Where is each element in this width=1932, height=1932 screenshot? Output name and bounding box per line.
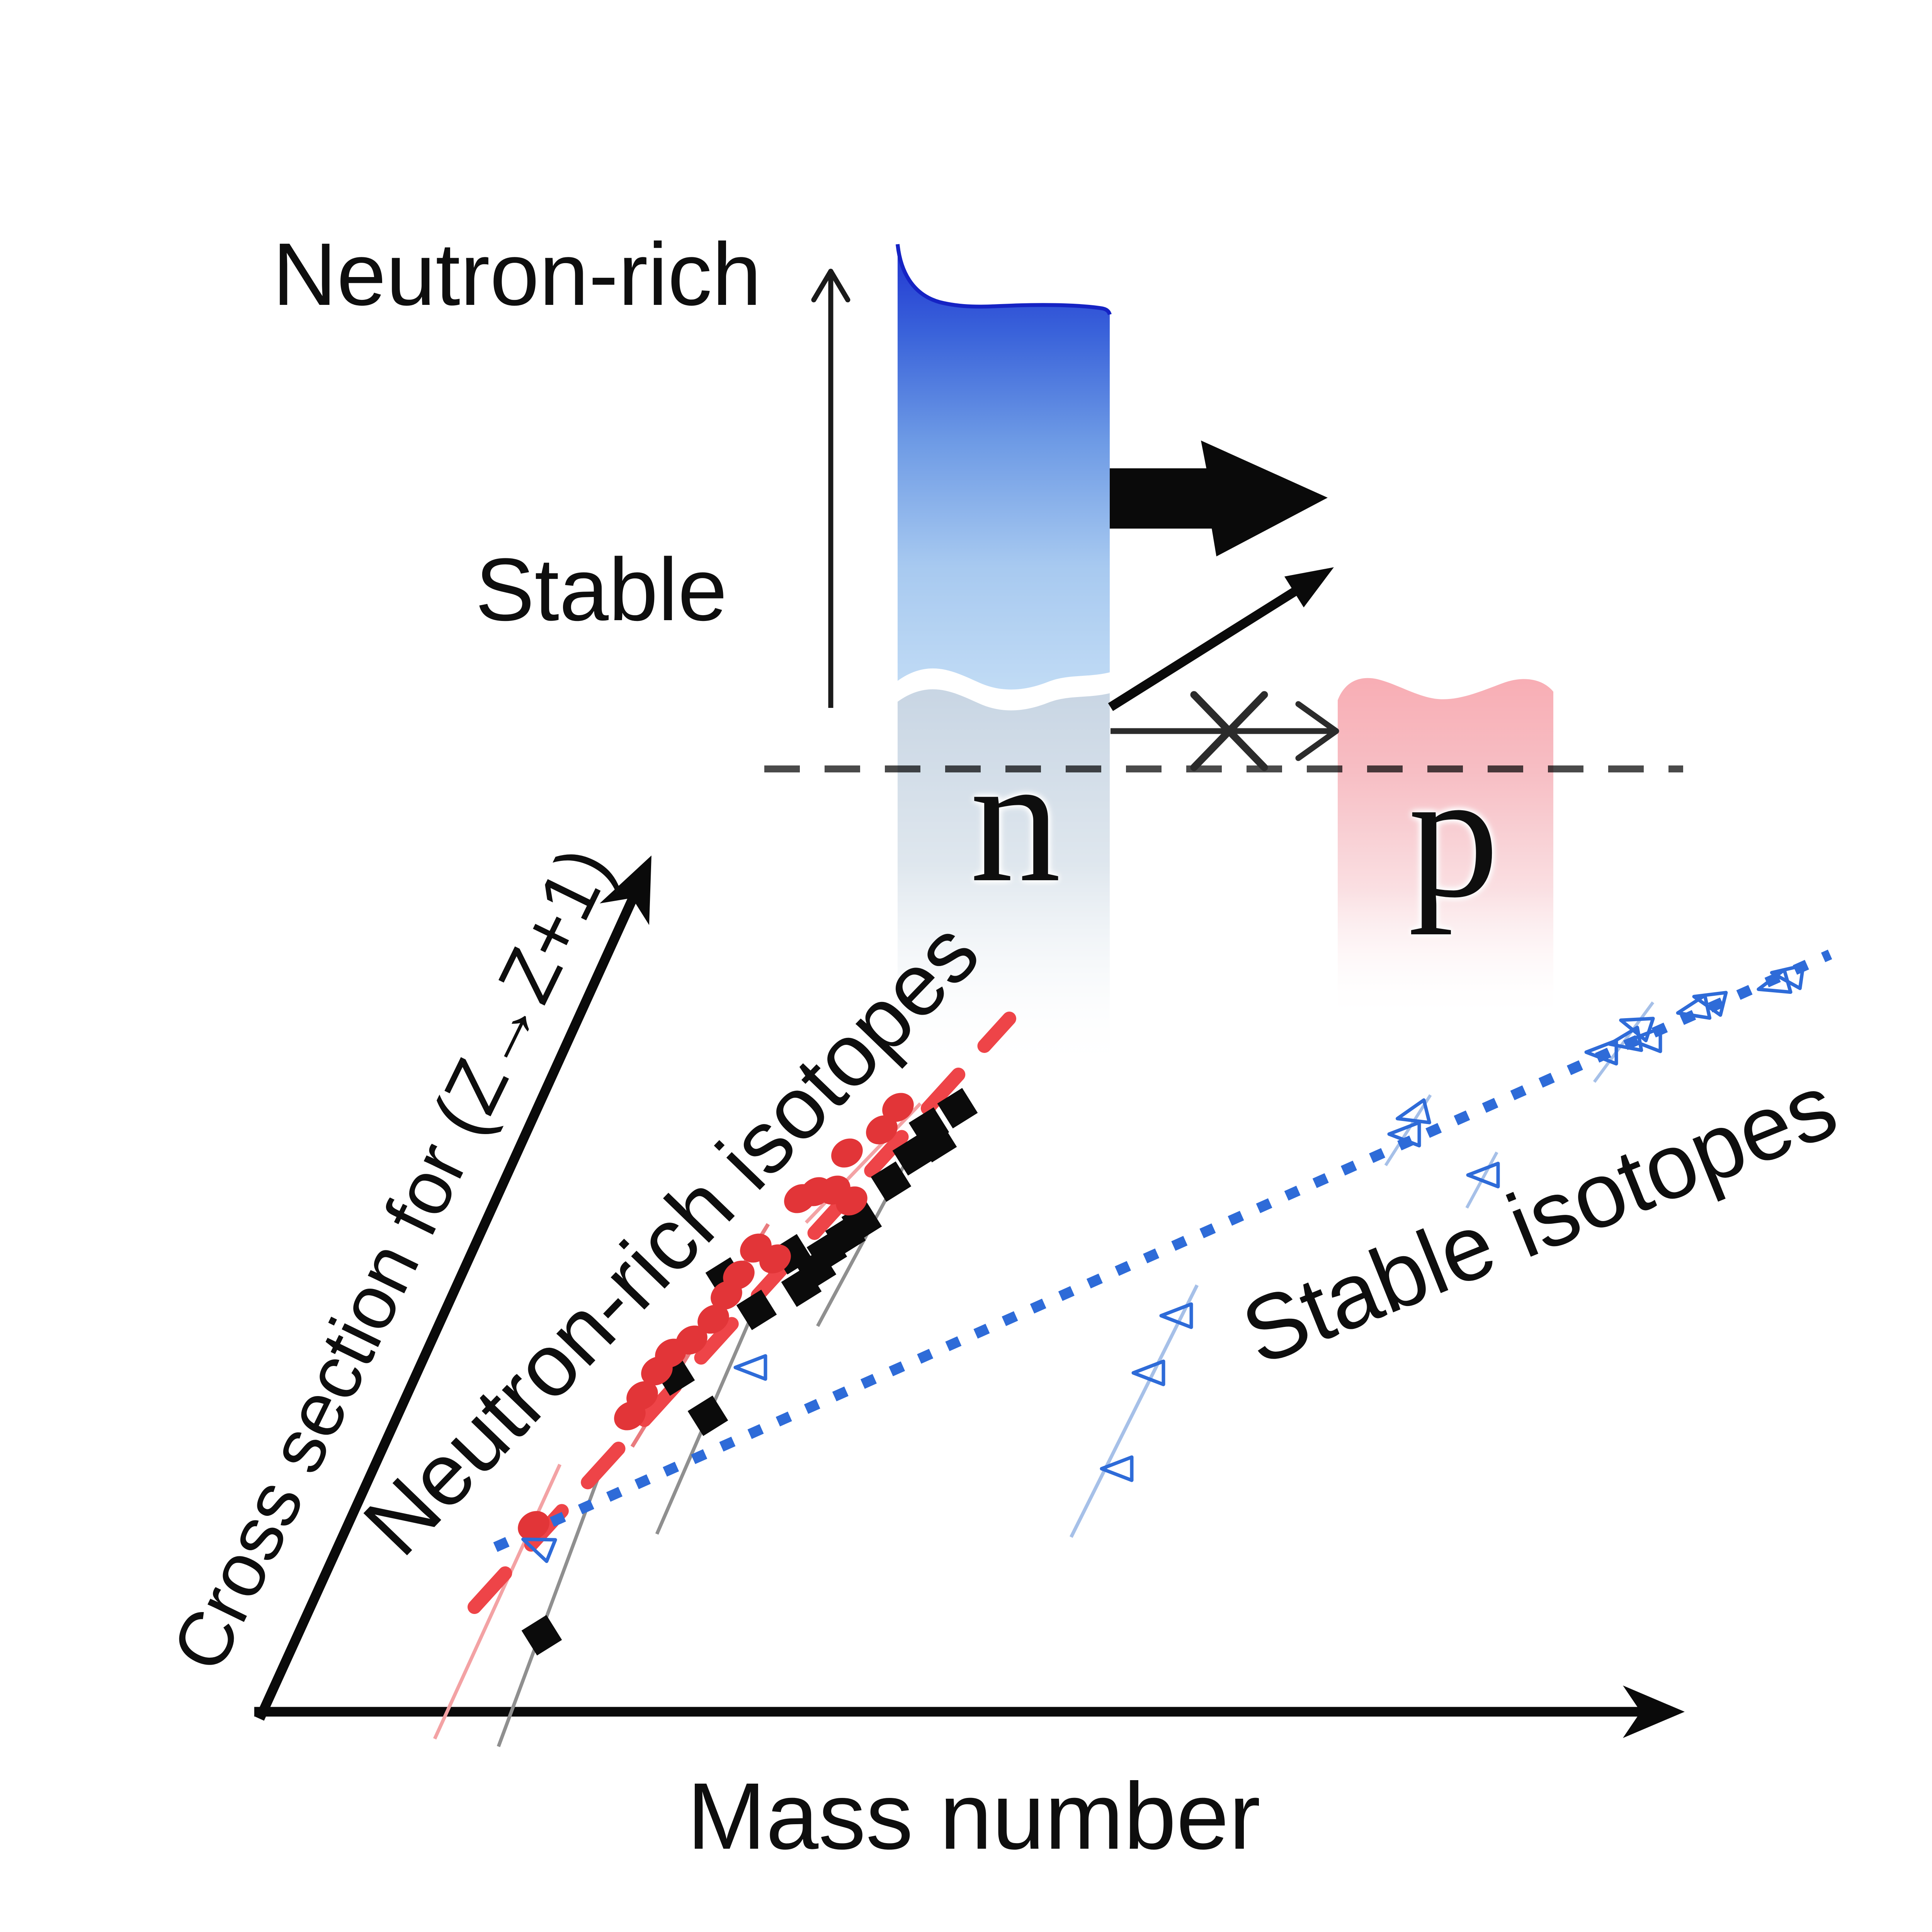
allowed-transition-arrowhead-icon — [1284, 567, 1334, 607]
up-arrowhead-chevron-icon — [828, 269, 850, 303]
cross-section-axis-arrowhead-icon — [600, 855, 651, 925]
blue-triangle-marker — [1608, 1026, 1643, 1052]
red-circle-marker — [836, 1186, 867, 1216]
circles-group — [518, 1093, 914, 1540]
label-proton_symbol: p — [1408, 734, 1499, 935]
isotope-chain-line — [1069, 1284, 1199, 1538]
triangles-group — [521, 963, 1805, 1563]
isotope-chain-line — [1593, 1001, 1655, 1083]
isotope-chain-line — [1384, 1094, 1432, 1167]
red-circle-marker — [626, 1381, 658, 1410]
red-circle-marker — [518, 1511, 549, 1540]
trend-lines-group — [468, 949, 1832, 1614]
isotope-chain-line — [433, 1464, 562, 1740]
blue-triangle-marker — [521, 1537, 557, 1563]
blocked-arrowhead-chevron-icon — [1295, 701, 1339, 734]
blue-triangle-marker — [1131, 1359, 1165, 1386]
label-stable: Stable — [475, 540, 728, 639]
blocked-arrowhead-chevron-icon — [1295, 728, 1339, 761]
up-arrowhead-chevron-icon — [811, 269, 833, 303]
allowed-transition-arrow — [1108, 587, 1298, 711]
black-square-marker — [521, 1615, 562, 1656]
blue-triangle-marker — [733, 1354, 767, 1381]
blue-triangle-marker — [1584, 1039, 1618, 1066]
neutron-well-upper — [898, 244, 1110, 690]
red-circle-marker — [759, 1244, 791, 1274]
isotope-chain-line — [497, 1468, 604, 1747]
chain-lines-group — [433, 1001, 1655, 1747]
stable-trend-line — [493, 949, 1832, 1552]
blocked-cross-icon — [1190, 691, 1268, 771]
black-square-marker — [736, 1289, 777, 1330]
neutron-well-top-rim — [896, 244, 1112, 315]
neutron-rich-trend-line — [468, 1012, 1016, 1614]
red-circle-marker — [831, 1138, 863, 1168]
blue-triangle-marker — [1628, 1026, 1662, 1053]
black-square-marker — [937, 1088, 978, 1129]
red-circle-marker — [723, 1260, 755, 1290]
wells-group — [896, 244, 1553, 1074]
label-neutron_rich: Neutron-rich — [272, 224, 762, 324]
top-arrows-group — [811, 269, 1339, 771]
blue-triangle-marker — [1619, 1017, 1655, 1043]
label-mass_number: Mass number — [687, 1763, 1261, 1869]
cross-section-axis-line — [255, 886, 642, 1721]
black-square-marker — [871, 1161, 912, 1202]
blue-triangle-marker — [1466, 1162, 1500, 1189]
blue-triangle-marker — [1100, 1455, 1134, 1482]
label-neutron_symbol: n — [970, 718, 1061, 920]
neutron-well-lower — [898, 689, 1110, 1074]
red-circle-marker — [866, 1115, 898, 1145]
proton-well — [1338, 678, 1553, 1020]
axes-group — [254, 855, 1685, 1738]
red-circle-marker — [676, 1325, 707, 1355]
blue-triangle-marker — [1770, 963, 1805, 990]
blue-triangle-marker — [1387, 1121, 1421, 1148]
black-square-marker — [687, 1395, 728, 1436]
blue-triangle-marker — [1692, 991, 1728, 1017]
mass-number-axis-arrowhead-icon — [1623, 1685, 1685, 1738]
red-circle-marker — [697, 1304, 729, 1334]
neutron-transfer-fat-arrow-icon — [1110, 440, 1328, 556]
black-square-marker — [916, 1122, 957, 1163]
red-circle-marker — [882, 1093, 914, 1122]
blue-triangle-marker — [1159, 1302, 1193, 1329]
blue-triangle-marker — [1395, 1098, 1431, 1124]
